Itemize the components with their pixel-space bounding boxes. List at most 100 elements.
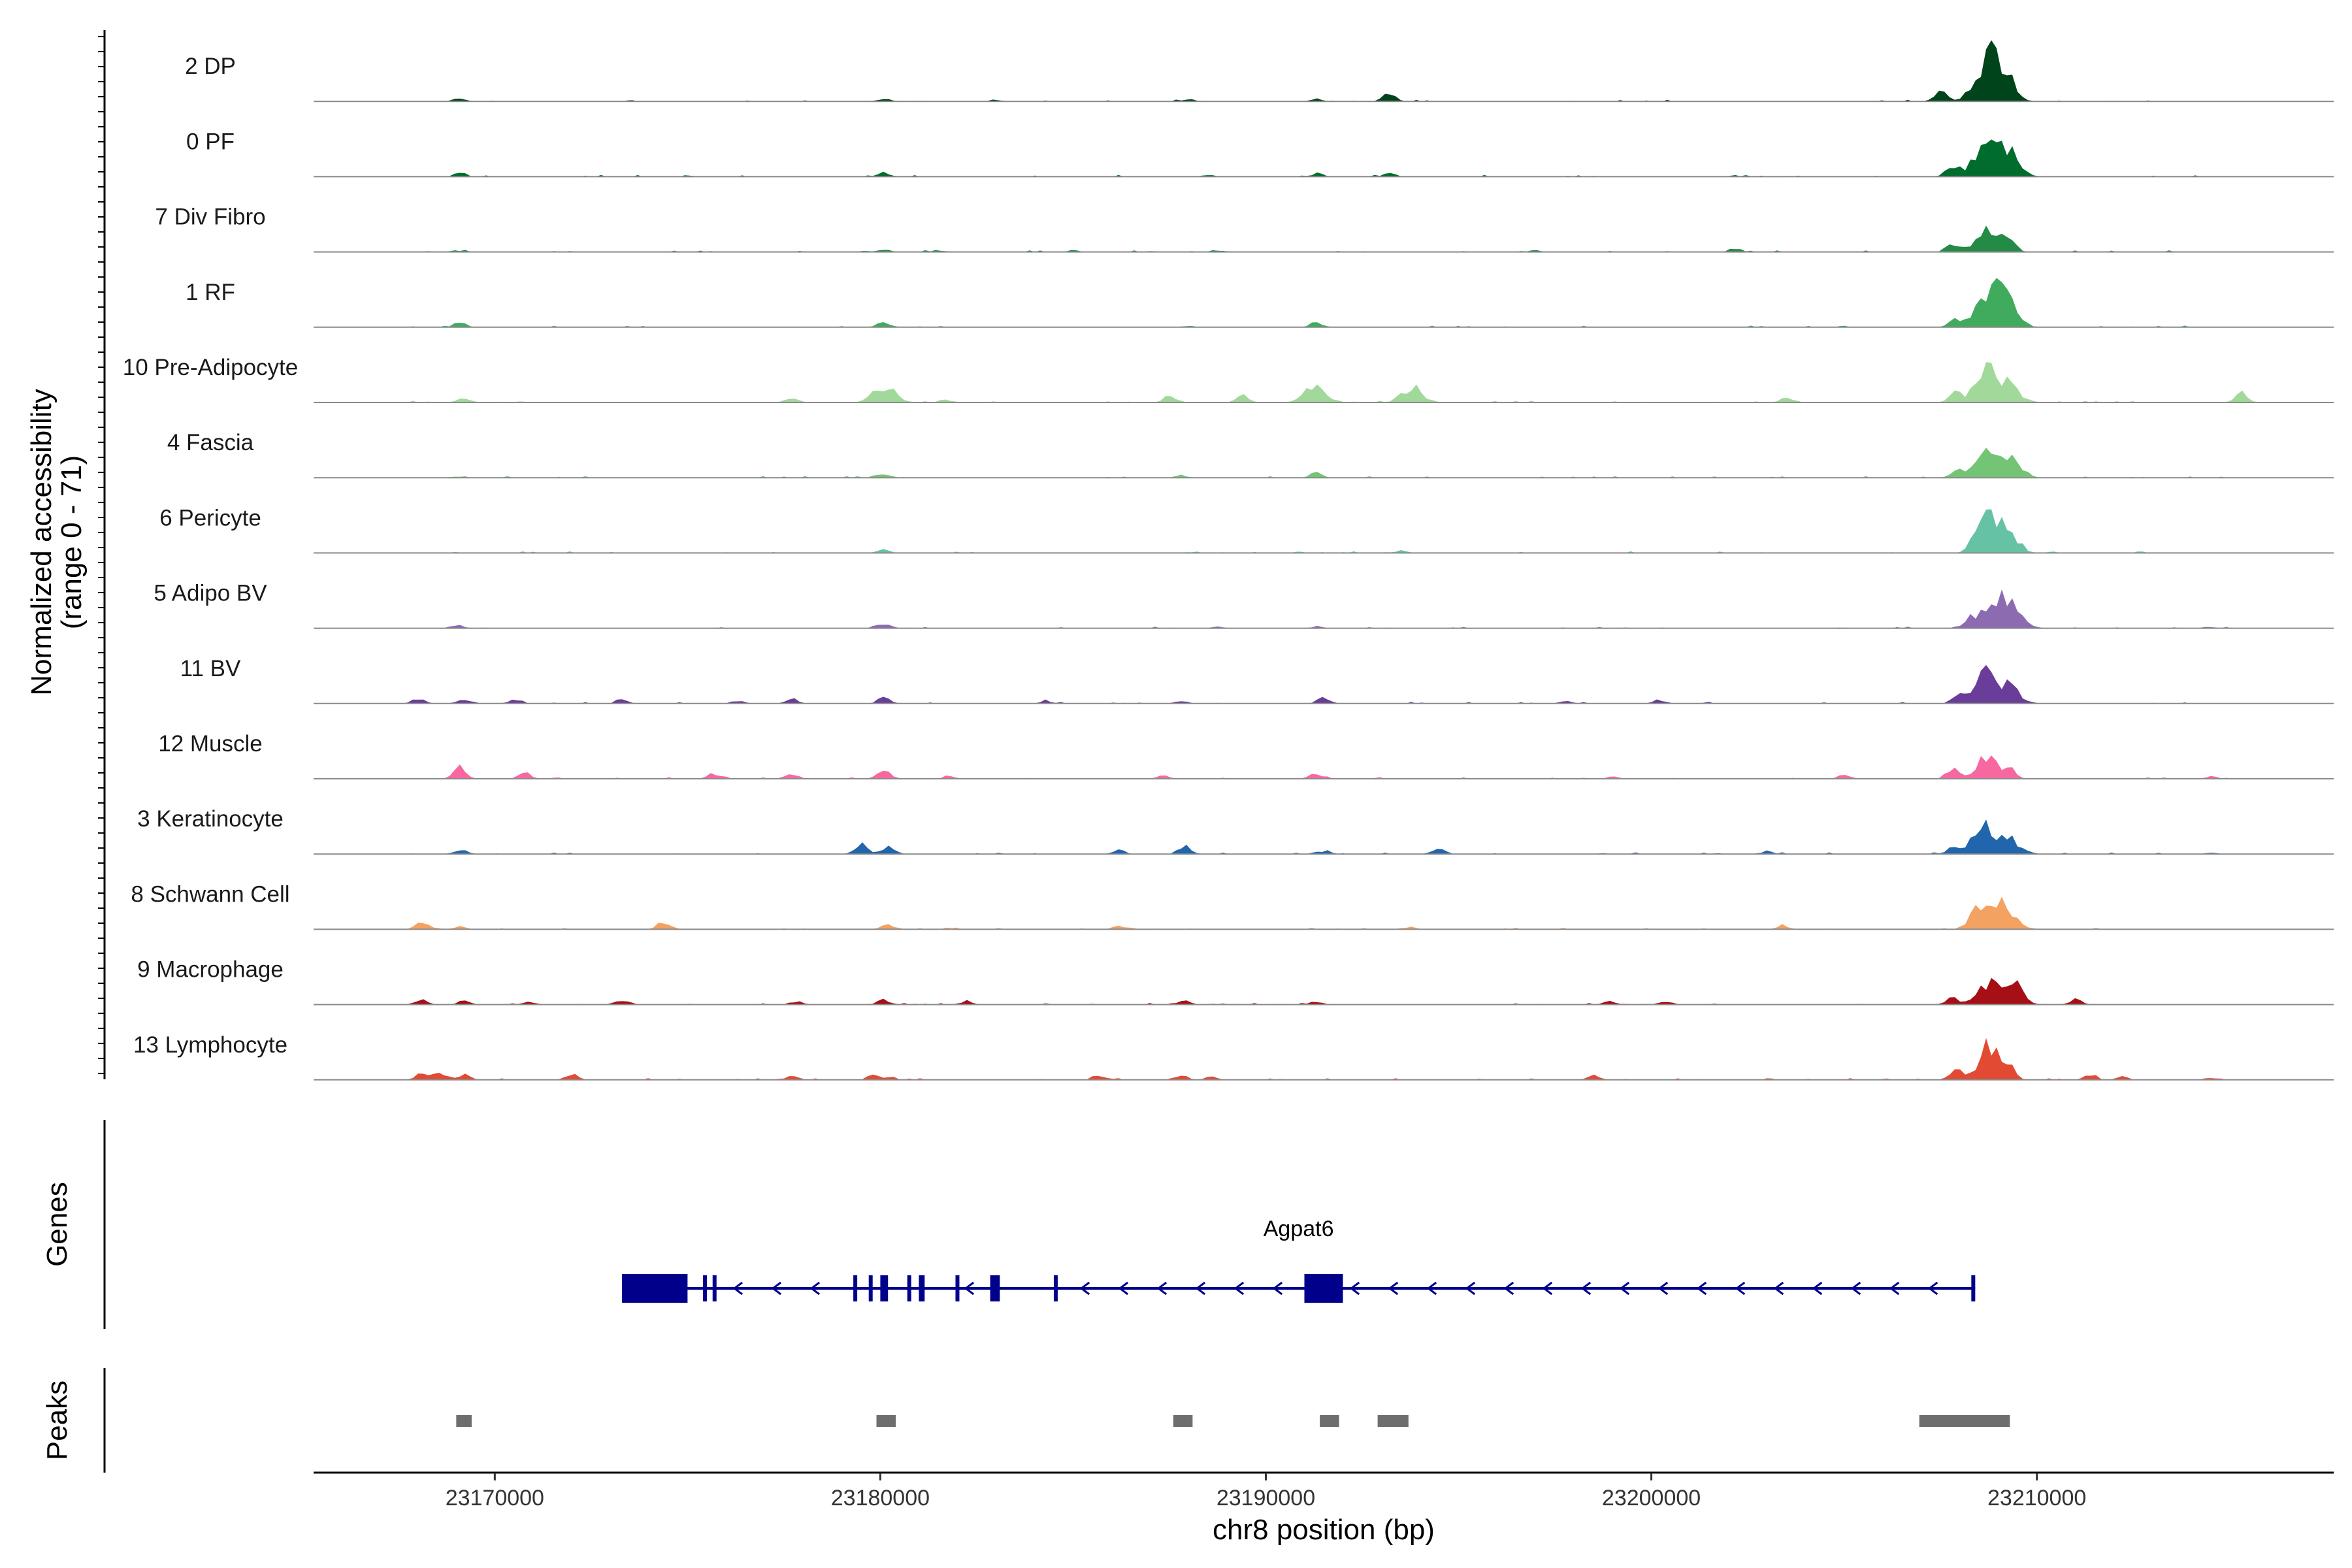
genes-panel-title: Genes: [41, 1182, 73, 1267]
strand-arrow: [1156, 1281, 1168, 1296]
gene-exon: [712, 1275, 717, 1301]
strand-arrow: [1195, 1281, 1206, 1296]
track-label: 5 Adipo BV: [154, 581, 267, 606]
peak-region: [1919, 1415, 2010, 1427]
track-0: 2 DP: [185, 40, 2334, 103]
strand-arrow: [1696, 1281, 1707, 1296]
track-4: 10 Pre-Adipocyte: [123, 355, 2334, 403]
gene-track: Agpat6: [622, 1217, 1976, 1303]
track-label: 10 Pre-Adipocyte: [123, 355, 298, 380]
gene-exon: [1053, 1275, 1058, 1301]
strand-arrow: [1850, 1281, 1861, 1296]
track-label: 3 Keratinocyte: [137, 806, 284, 832]
peaks-panel-title: Peaks: [41, 1380, 73, 1460]
strand-arrow: [1658, 1281, 1669, 1296]
track-2: 7 Div Fibro: [155, 204, 2334, 253]
track-label: 4 Fascia: [167, 430, 254, 455]
gene-exon: [1971, 1275, 1976, 1301]
track-6: 6 Pericyte: [159, 505, 2334, 554]
coverage-area: [314, 664, 2334, 704]
strand-arrow: [1503, 1281, 1514, 1296]
track-11: 8 Schwann Cell: [131, 881, 2334, 930]
strand-arrow: [1272, 1281, 1283, 1296]
track-1: 0 PF: [186, 129, 2334, 178]
strand-arrow: [1079, 1281, 1090, 1296]
x-tick-label: 23200000: [1602, 1486, 1701, 1511]
track-label: 9 Macrophage: [137, 957, 284, 983]
strand-arrow: [1542, 1281, 1553, 1296]
coverage-area: [314, 448, 2334, 478]
gene-exon: [1304, 1274, 1343, 1303]
coverage-area: [314, 509, 2334, 553]
strand-arrow: [1580, 1281, 1592, 1296]
strand-arrow: [964, 1281, 975, 1296]
gene-exon: [919, 1275, 925, 1301]
strand-arrow: [1426, 1281, 1437, 1296]
track-label: 1 RF: [186, 280, 235, 305]
gene-exon: [880, 1275, 889, 1301]
strand-arrow: [1812, 1281, 1823, 1296]
peak-region: [456, 1415, 472, 1427]
strand-arrow: [1773, 1281, 1784, 1296]
y-axis-title-line1: Normalized accessibility: [25, 389, 57, 695]
y-axis-title-line2: (range 0 - 71): [56, 455, 88, 630]
track-label: 8 Schwann Cell: [131, 881, 289, 907]
x-tick-label: 23170000: [446, 1486, 544, 1511]
track-label: 6 Pericyte: [159, 505, 261, 531]
strand-arrow: [1927, 1281, 1938, 1296]
strand-arrow: [809, 1281, 820, 1296]
peak-region: [1377, 1415, 1409, 1427]
track-9: 12 Muscle: [158, 731, 2334, 779]
peak-region: [1320, 1415, 1339, 1427]
y-axis-ruler: [98, 30, 106, 1079]
strand-arrow: [1118, 1281, 1129, 1296]
track-12: 9 Macrophage: [137, 957, 2334, 1005]
track-5: 4 Fascia: [167, 430, 2334, 479]
track-3: 1 RF: [186, 278, 2334, 328]
gene-exon: [868, 1275, 873, 1301]
coverage-area: [314, 40, 2334, 102]
strand-arrow: [771, 1281, 781, 1296]
gene-exon: [622, 1274, 688, 1303]
strand-arrow: [1233, 1281, 1245, 1296]
gene-Agpat6: Agpat6: [622, 1217, 1976, 1303]
gene-exon: [907, 1275, 911, 1301]
strand-arrow: [1388, 1281, 1399, 1296]
track-7: 5 Adipo BV: [154, 581, 2334, 629]
x-axis-ticks: 23170000 23180000 23190000 23200000 23210000: [446, 1473, 2086, 1511]
track-label: 2 DP: [185, 54, 236, 79]
gene-exon: [955, 1275, 960, 1301]
strand-arrow: [1349, 1281, 1360, 1296]
coverage-area: [314, 139, 2334, 177]
coverage-area: [314, 278, 2334, 327]
track-label: 0 PF: [186, 129, 235, 154]
strand-arrow: [1735, 1281, 1746, 1296]
track-label: 13 Lymphocyte: [133, 1032, 287, 1058]
gene-exon: [853, 1275, 858, 1301]
gene-name-label: Agpat6: [1264, 1217, 1334, 1241]
strand-arrow: [1619, 1281, 1630, 1296]
track-label: 11 BV: [180, 656, 241, 681]
peaks-track: [456, 1415, 2010, 1427]
coverage-area: [314, 977, 2334, 1005]
coverage-area: [314, 1037, 2334, 1080]
coverage-tracks: 2 DP 0 PF 7 Div Fibro 1 RF 10 Pre-Adipocyte 4…: [123, 40, 2334, 1081]
x-tick-label: 23190000: [1217, 1486, 1315, 1511]
peak-region: [1173, 1415, 1193, 1427]
coverage-area: [314, 755, 2334, 779]
x-tick-label: 23180000: [831, 1486, 930, 1511]
track-label: 7 Div Fibro: [155, 204, 265, 230]
track-13: 13 Lymphocyte: [133, 1032, 2334, 1081]
coverage-area: [314, 589, 2334, 629]
x-axis-title: chr8 position (bp): [1213, 1514, 1435, 1546]
strand-arrow: [732, 1281, 743, 1296]
coverage-area: [314, 819, 2334, 855]
peak-region: [876, 1415, 896, 1427]
coverage-area: [314, 896, 2334, 930]
gene-exon: [990, 1275, 1000, 1301]
coverage-area: [314, 225, 2334, 252]
gene-exon: [702, 1275, 707, 1301]
track-label: 12 Muscle: [158, 731, 263, 757]
track-8: 11 BV: [180, 656, 2334, 704]
